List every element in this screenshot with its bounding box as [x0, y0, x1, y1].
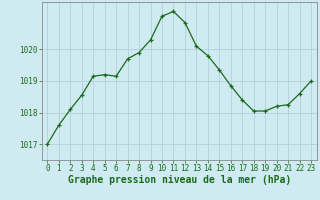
X-axis label: Graphe pression niveau de la mer (hPa): Graphe pression niveau de la mer (hPa) [68, 175, 291, 185]
